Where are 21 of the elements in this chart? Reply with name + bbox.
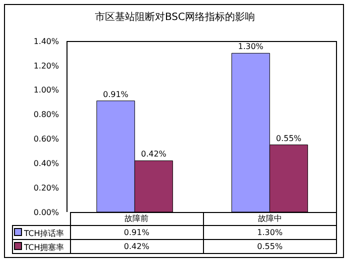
- x-tick-label: 故障中: [203, 212, 336, 226]
- data-label: 0.55%: [203, 240, 336, 254]
- text: 0.91%: [102, 90, 128, 99]
- x-tick-label: 故障前: [70, 212, 204, 226]
- y-tick-label: 0.20%: [34, 183, 60, 192]
- y-tick-label: 0.00%: [34, 208, 60, 217]
- data-label: 1.30%: [203, 226, 336, 240]
- chart-title: 市区基站阻断对BSC网络指标的影响: [94, 10, 256, 24]
- y-tick-label: 0.80%: [34, 110, 60, 120]
- y-tick-label: 1.00%: [34, 86, 60, 95]
- y-tick-label: 1.40%: [34, 36, 60, 46]
- text: 1.30%: [238, 42, 264, 52]
- y-tick-label: 1.20%: [34, 61, 60, 70]
- legend-label: TCH拥塞率: [12, 240, 70, 254]
- text: 0.42%: [140, 150, 166, 159]
- data-label: 0.42%: [70, 240, 204, 254]
- legend-label: TCH掉话率: [12, 226, 70, 240]
- text: 0.55%: [276, 134, 302, 143]
- data-label: 0.91%: [70, 226, 204, 240]
- y-tick-label: 0.40%: [34, 158, 60, 168]
- y-tick-label: 0.60%: [34, 134, 60, 144]
